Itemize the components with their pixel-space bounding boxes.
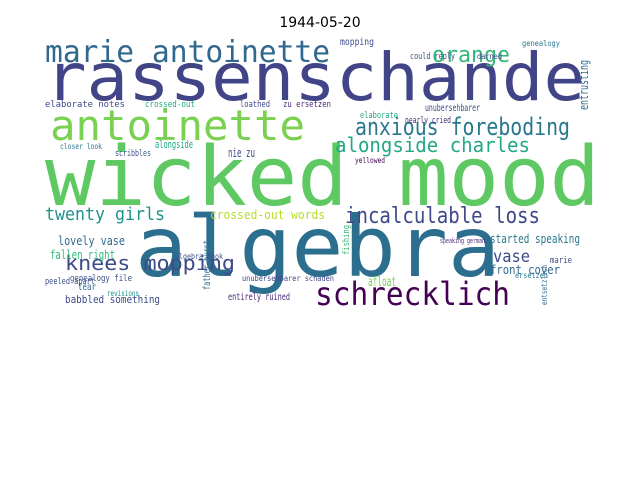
word: peeled apart — [45, 277, 95, 287]
word: rassenschande — [45, 39, 585, 116]
word: darned — [477, 52, 502, 61]
word: yellowed — [355, 156, 385, 165]
word: nie zu — [228, 146, 255, 160]
word: loathed — [240, 100, 270, 110]
word: tear — [78, 282, 96, 293]
word: babbled something — [65, 293, 160, 306]
word: speaking german — [440, 237, 485, 245]
word: ersetzen — [515, 271, 548, 280]
word: genealogy file — [70, 274, 132, 284]
word: elaborate — [360, 111, 398, 121]
word: could reply — [410, 52, 455, 62]
word: elaborate notes — [45, 100, 125, 110]
word: entsetzlich — [540, 265, 549, 305]
word: nearly cried — [405, 116, 451, 126]
word: entirely ruined — [228, 292, 290, 303]
word: fishing — [342, 225, 352, 255]
word: alongside — [155, 138, 193, 151]
word: mopping — [340, 37, 374, 48]
word: antoinette — [50, 101, 305, 150]
word: algebra — [135, 198, 500, 296]
word: scribbles — [115, 149, 151, 159]
word: wicked mood — [45, 130, 600, 225]
chart-title: 1944-05-20 — [279, 15, 360, 31]
word: marie antoinette — [45, 35, 330, 70]
word: genealogy — [522, 39, 560, 48]
word: unubersehbarer — [425, 103, 480, 114]
word: marie — [550, 256, 572, 266]
word: schrecklich — [315, 275, 510, 313]
word: crossed-out — [145, 100, 195, 110]
word: unubersehbarer schaden — [242, 274, 334, 283]
word: orange — [432, 43, 510, 68]
word: incalculable loss — [345, 204, 540, 229]
word: father burst — [202, 240, 213, 290]
word: knees mopping — [65, 251, 235, 275]
word: started speaking — [490, 232, 580, 246]
word: zu ersetzen — [283, 100, 331, 110]
word: afloat — [368, 275, 396, 290]
word: closer look — [60, 142, 102, 151]
word: algebra book — [175, 252, 223, 261]
word: alongside charles — [335, 133, 530, 157]
word: vase — [493, 247, 530, 267]
word: revisions — [107, 289, 139, 298]
word: anxious foreboding — [355, 113, 570, 141]
word: fallen right — [50, 248, 115, 262]
word: front cover — [490, 263, 560, 277]
word: entrusting — [577, 60, 591, 110]
word: crossed-out words — [210, 208, 325, 222]
word: lovely vase — [58, 234, 125, 248]
word: twenty girls — [45, 204, 165, 225]
